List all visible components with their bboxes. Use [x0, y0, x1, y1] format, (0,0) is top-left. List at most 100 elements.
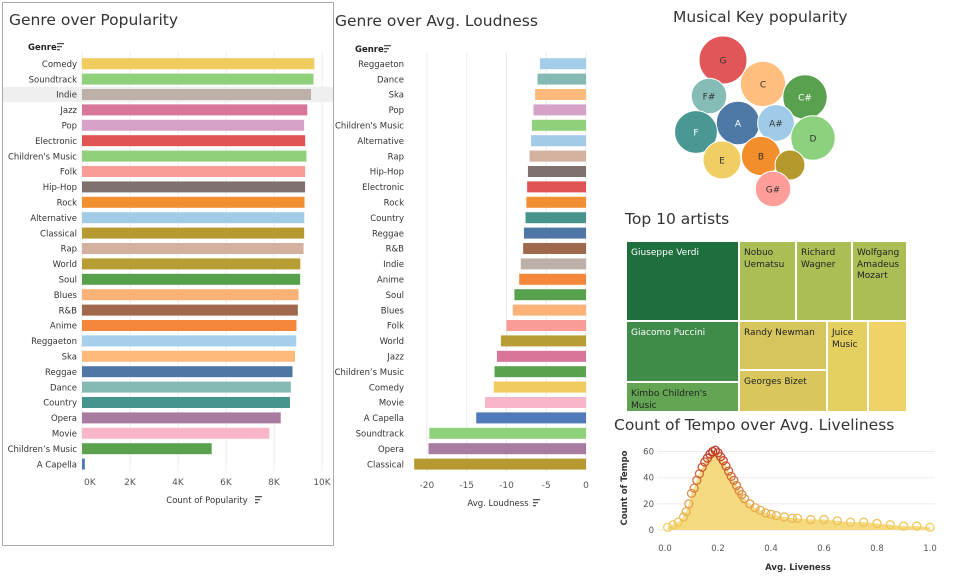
- scatter-point: [718, 456, 728, 466]
- category-label: Alternative: [357, 137, 404, 147]
- sort-descending-icon: [57, 43, 64, 51]
- bar: [523, 227, 586, 239]
- category-label: A Capella: [37, 460, 77, 470]
- scatter-point: [792, 513, 803, 523]
- bar: [82, 104, 308, 116]
- scatter-point: [898, 521, 909, 531]
- scatter-point: [710, 445, 720, 455]
- y-tick-label: 60: [643, 448, 654, 458]
- category-label: Jazz: [386, 353, 404, 363]
- popularity-title: Genre over Popularity: [9, 11, 179, 29]
- treemap-label: Juice Music: [832, 328, 858, 350]
- scatter-point: [731, 480, 742, 491]
- bar: [82, 381, 291, 393]
- scatter-point: [678, 512, 689, 522]
- x-tick-label: 8K: [268, 478, 281, 488]
- sort-descending-icon: [384, 45, 391, 53]
- category-label: Indie: [56, 91, 77, 101]
- bar: [82, 243, 304, 254]
- bar: [82, 427, 270, 439]
- bar: [82, 196, 305, 208]
- bar: [493, 381, 586, 393]
- x-tick-label: 6K: [220, 478, 233, 488]
- treemap-label: Giuseppe Verdi: [631, 248, 699, 258]
- category-label: Anime: [50, 322, 77, 332]
- treemap-cell: Richard Wagner: [796, 241, 852, 321]
- scatter-point: [755, 505, 766, 516]
- y-tick-label: 0: [649, 526, 654, 536]
- bar: [82, 289, 299, 301]
- bar: [494, 366, 586, 378]
- bubble-label: G#: [766, 186, 781, 196]
- sort-descending-icon: [255, 496, 262, 504]
- category-label: R&B: [386, 245, 405, 255]
- bubble: [702, 140, 742, 180]
- bar: [82, 458, 85, 470]
- bubble: [774, 149, 806, 181]
- bar: [82, 320, 297, 331]
- bar: [520, 258, 586, 270]
- scatter-point: [721, 461, 731, 471]
- bubble: [690, 77, 728, 115]
- category-label: Soundtrack: [356, 430, 404, 440]
- scatter-point: [925, 522, 935, 533]
- bar: [533, 104, 586, 116]
- bar: [82, 258, 301, 270]
- bar: [82, 212, 305, 224]
- category-label: Opera: [51, 414, 77, 424]
- category-label: Rap: [388, 152, 404, 162]
- category-label: Reggae: [45, 368, 77, 378]
- scatter-point: [832, 516, 842, 526]
- bar: [526, 196, 586, 208]
- scatter-point: [689, 483, 699, 493]
- category-label: Ska: [62, 353, 77, 363]
- bar: [512, 304, 586, 316]
- treemap-cell: Nobuo Uematsu: [739, 241, 796, 321]
- category-label: Dance: [377, 75, 404, 85]
- category-label: A Capella: [364, 414, 404, 424]
- scatter-point: [859, 517, 869, 527]
- category-label: Classical: [367, 460, 404, 470]
- scatter-point: [872, 518, 882, 529]
- category-label: Rock: [57, 199, 77, 209]
- treemap-cell: Giacomo Puccini: [626, 321, 739, 382]
- key-bubble: F: [674, 110, 718, 154]
- bar: [527, 181, 586, 193]
- category-label: Ska: [389, 91, 404, 101]
- category-label: Folk: [60, 168, 77, 178]
- key-bubble: C#: [782, 74, 828, 120]
- bar: [82, 135, 306, 147]
- category-label: World: [53, 260, 77, 270]
- category-label: Blues: [54, 291, 78, 301]
- bar: [82, 412, 281, 424]
- treemap-cell: Kimbo Children's Music: [626, 382, 739, 412]
- category-label: Indie: [383, 260, 404, 270]
- category-label: R&B: [59, 306, 78, 316]
- bar: [82, 73, 314, 85]
- bubble: [698, 35, 748, 85]
- x-axis-label: Avg. Liveness: [765, 563, 831, 573]
- scatter-point: [912, 521, 922, 531]
- sort-bar: [255, 496, 262, 498]
- bar: [539, 58, 586, 70]
- category-label: Classical: [40, 229, 77, 239]
- treemap-label: Richard Wagner: [801, 248, 836, 270]
- category-label: Reggaeton: [31, 337, 77, 347]
- bar: [476, 412, 586, 424]
- treemap-cell: Georges Bizet: [739, 370, 827, 412]
- key-bubble: G#: [754, 170, 792, 208]
- category-label: Children’s Music: [335, 368, 405, 378]
- x-tick-label: -15: [459, 481, 474, 491]
- scatter-point: [684, 499, 694, 509]
- sort-bar: [533, 502, 538, 504]
- treemap-cell: [868, 321, 907, 412]
- x-tick-label: 2K: [124, 478, 137, 488]
- category-label: Children’s Music: [8, 445, 78, 455]
- bar: [82, 335, 297, 347]
- category-label: Pop: [62, 122, 77, 132]
- x-tick-label: -20: [420, 481, 435, 491]
- bubble-label: A: [735, 120, 742, 130]
- genre-header: Genre: [28, 43, 57, 53]
